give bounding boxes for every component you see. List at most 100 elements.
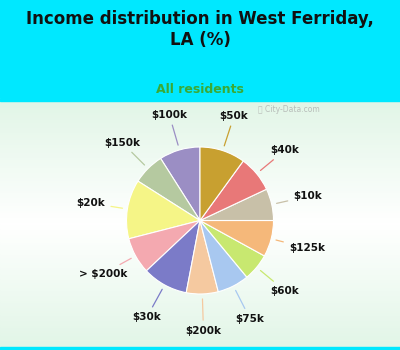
- Bar: [0, 108, 400, 111]
- Text: Income distribution in West Ferriday,
LA (%): Income distribution in West Ferriday, LA…: [26, 10, 374, 49]
- Bar: [0, 176, 400, 178]
- Bar: [0, 325, 400, 327]
- Bar: [0, 98, 400, 100]
- Bar: [0, 138, 400, 141]
- Bar: [0, 116, 400, 118]
- Bar: [0, 148, 400, 151]
- Text: $75k: $75k: [236, 290, 264, 324]
- Bar: [0, 186, 400, 189]
- Bar: [0, 100, 400, 103]
- Bar: [0, 196, 400, 199]
- Bar: [0, 247, 400, 249]
- Wedge shape: [200, 161, 266, 220]
- Bar: [0, 234, 400, 237]
- Bar: [0, 279, 400, 282]
- Bar: [0, 264, 400, 267]
- Bar: [0, 348, 400, 350]
- Bar: [0, 169, 400, 171]
- Bar: [0, 312, 400, 315]
- Bar: [0, 254, 400, 257]
- Bar: [0, 257, 400, 259]
- Bar: [0, 224, 400, 226]
- Bar: [0, 295, 400, 297]
- Bar: [0, 141, 400, 144]
- Bar: [0, 144, 400, 146]
- Bar: [0, 241, 400, 244]
- Wedge shape: [200, 220, 247, 292]
- Bar: [0, 189, 400, 191]
- Bar: [0, 292, 400, 295]
- Bar: [0, 204, 400, 206]
- Bar: [0, 340, 400, 342]
- Bar: [0, 201, 400, 204]
- Text: > $200k: > $200k: [79, 258, 131, 279]
- Bar: [0, 342, 400, 345]
- Wedge shape: [129, 220, 200, 271]
- Bar: [0, 267, 400, 270]
- Bar: [0, 216, 400, 219]
- Bar: [0, 153, 400, 156]
- Wedge shape: [200, 189, 274, 220]
- Wedge shape: [138, 159, 200, 220]
- Bar: [0, 239, 400, 241]
- Wedge shape: [146, 220, 200, 293]
- Bar: [0, 222, 400, 224]
- Bar: [0, 166, 400, 169]
- Bar: [0, 307, 400, 310]
- Wedge shape: [126, 181, 200, 239]
- Text: $40k: $40k: [260, 145, 299, 170]
- Wedge shape: [200, 220, 264, 277]
- Wedge shape: [186, 220, 218, 294]
- Bar: [0, 209, 400, 211]
- Bar: [0, 322, 400, 325]
- Bar: [0, 111, 400, 113]
- Bar: [0, 181, 400, 184]
- Wedge shape: [200, 147, 243, 220]
- Bar: [0, 178, 400, 181]
- Bar: [0, 123, 400, 126]
- Bar: [0, 287, 400, 289]
- Text: $200k: $200k: [186, 299, 222, 336]
- Bar: [0, 103, 400, 106]
- Bar: [0, 310, 400, 312]
- Bar: [0, 174, 400, 176]
- Text: $10k: $10k: [276, 191, 322, 203]
- Bar: [0, 206, 400, 209]
- Bar: [0, 262, 400, 264]
- Bar: [0, 118, 400, 121]
- Bar: [0, 300, 400, 302]
- Bar: [0, 320, 400, 322]
- Text: $150k: $150k: [104, 138, 144, 165]
- Bar: [0, 252, 400, 254]
- Bar: [0, 237, 400, 239]
- Bar: [0, 113, 400, 116]
- Bar: [0, 131, 400, 133]
- Bar: [0, 229, 400, 232]
- Bar: [0, 126, 400, 128]
- Bar: [0, 161, 400, 163]
- Bar: [0, 199, 400, 201]
- Bar: [0, 214, 400, 216]
- Bar: [0, 171, 400, 174]
- Bar: [0, 259, 400, 262]
- Text: All residents: All residents: [156, 83, 244, 96]
- Bar: [0, 156, 400, 159]
- Bar: [0, 332, 400, 335]
- Bar: [0, 106, 400, 108]
- Bar: [0, 272, 400, 274]
- Text: $20k: $20k: [77, 198, 122, 208]
- Wedge shape: [200, 220, 274, 256]
- Bar: [0, 194, 400, 196]
- Wedge shape: [161, 147, 200, 220]
- Bar: [0, 163, 400, 166]
- Bar: [0, 335, 400, 337]
- Bar: [0, 304, 400, 307]
- Text: $30k: $30k: [132, 289, 162, 322]
- Bar: [0, 277, 400, 279]
- Bar: [0, 146, 400, 148]
- Bar: [0, 249, 400, 252]
- Bar: [0, 270, 400, 272]
- Bar: [0, 159, 400, 161]
- Bar: [0, 337, 400, 340]
- Bar: [0, 226, 400, 229]
